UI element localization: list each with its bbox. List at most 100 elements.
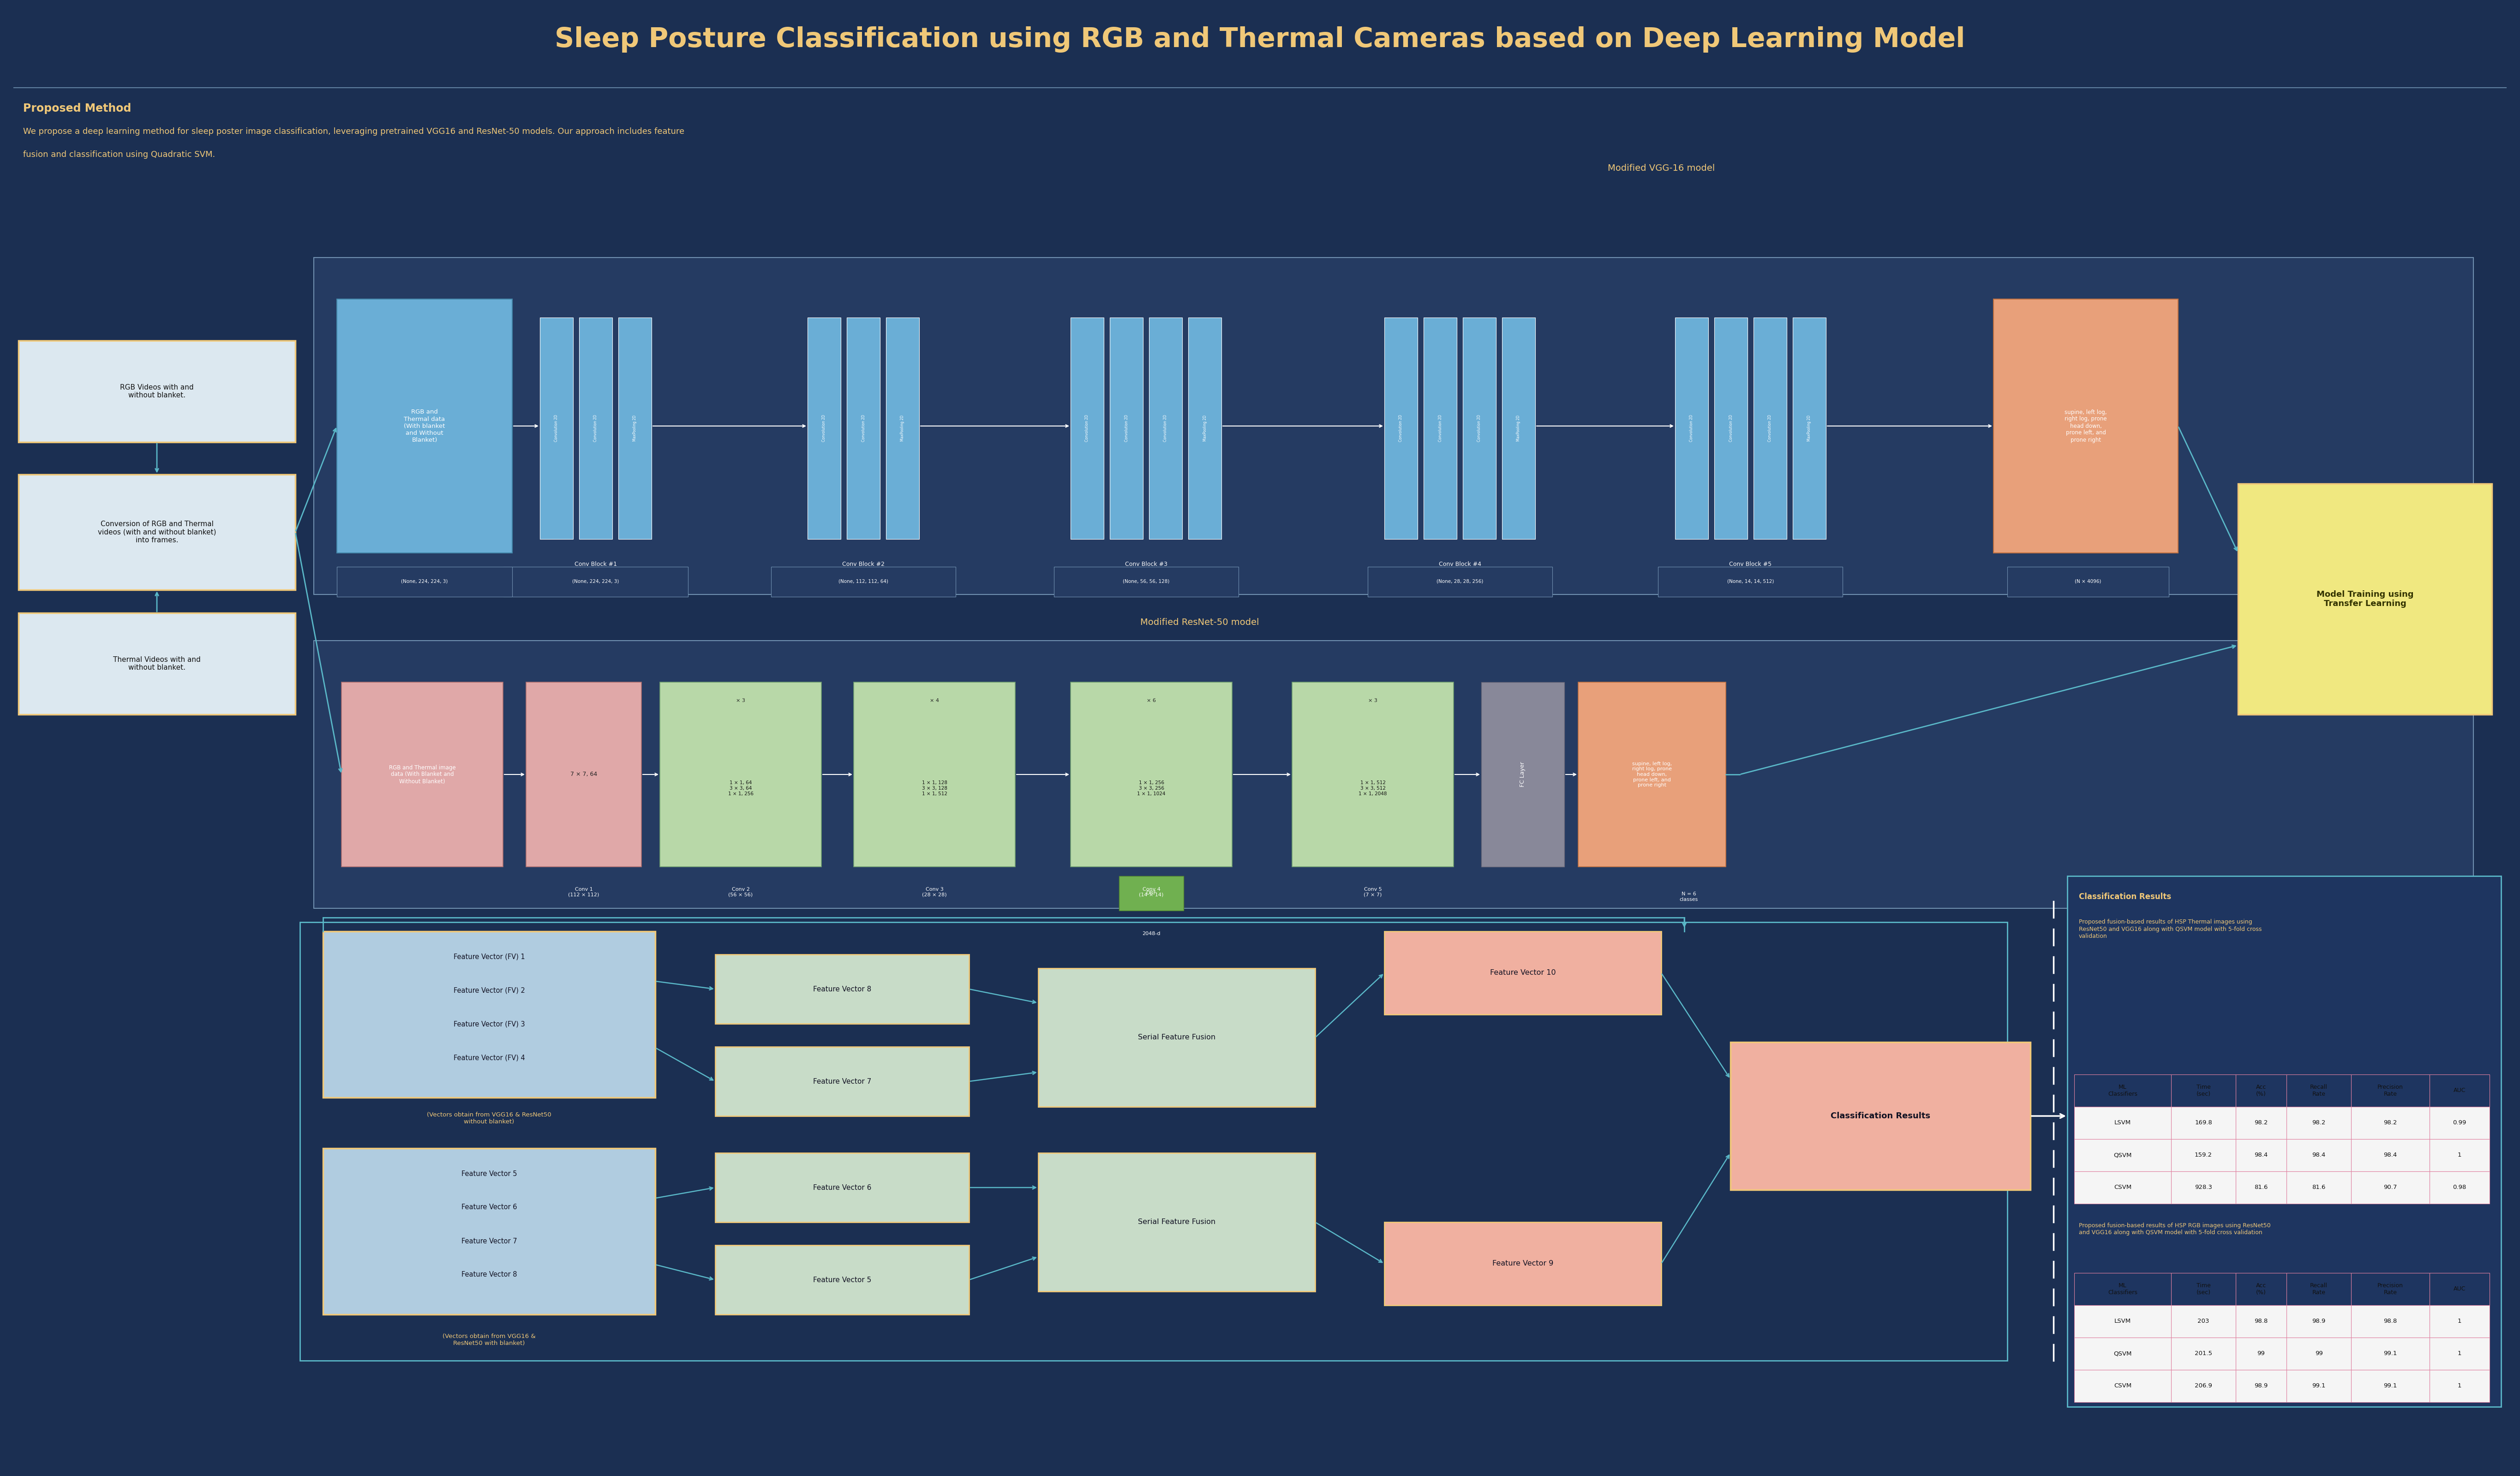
Bar	[2172, 1139, 2235, 1172]
Bar	[2235, 1305, 2286, 1337]
Bar	[716, 1153, 970, 1222]
Bar	[2429, 1139, 2490, 1172]
Bar	[315, 641, 2475, 908]
Bar	[2286, 1370, 2351, 1402]
Bar	[1578, 682, 1726, 866]
Bar	[2429, 1107, 2490, 1139]
Bar	[2429, 1272, 2490, 1305]
Bar	[2235, 1139, 2286, 1172]
Bar	[2286, 1272, 2351, 1305]
Text: Convolution 2D: Convolution 2D	[1769, 415, 1772, 441]
Text: × 3: × 3	[736, 698, 746, 703]
Text: Convolution 2D: Convolution 2D	[1086, 415, 1089, 441]
Bar	[527, 682, 643, 866]
Text: (N × 4096): (N × 4096)	[2074, 579, 2102, 584]
Text: fusion and classification using Quadratic SVM.: fusion and classification using Quadrati…	[23, 151, 214, 159]
Text: × 6: × 6	[1147, 698, 1157, 703]
Bar	[2172, 1305, 2235, 1337]
Bar	[2351, 1139, 2429, 1172]
Bar	[2235, 1370, 2286, 1402]
Text: Thermal Videos with and
without blanket.: Thermal Videos with and without blanket.	[113, 657, 202, 672]
Text: Conv 2
(56 × 56): Conv 2 (56 × 56)	[728, 887, 753, 897]
Text: 98.4: 98.4	[2255, 1153, 2268, 1159]
Text: Feature Vector 5: Feature Vector 5	[814, 1277, 872, 1283]
Text: LSVM: LSVM	[2114, 1120, 2132, 1126]
Text: Convolution 2D: Convolution 2D	[1439, 415, 1441, 441]
Bar	[2074, 1172, 2172, 1204]
Text: Conv Block #2: Conv Block #2	[842, 561, 885, 567]
Bar	[847, 317, 879, 539]
Text: 1 × 1, 128
3 × 3, 128
1 × 1, 512: 1 × 1, 128 3 × 3, 128 1 × 1, 512	[922, 781, 948, 796]
Bar	[1658, 567, 1842, 596]
Text: 99.1: 99.1	[2384, 1351, 2397, 1356]
Text: 1: 1	[2457, 1383, 2462, 1389]
Text: DRF: DRF	[1147, 892, 1157, 896]
Bar	[2429, 1337, 2490, 1370]
Bar	[2351, 1305, 2429, 1337]
Text: Feature Vector 9: Feature Vector 9	[1492, 1261, 1552, 1268]
Bar	[2172, 1172, 2235, 1204]
Bar	[2235, 1172, 2286, 1204]
Text: Proposed Method: Proposed Method	[23, 103, 131, 114]
Text: (None, 224, 224, 3): (None, 224, 224, 3)	[572, 579, 620, 584]
Text: × 4: × 4	[930, 698, 940, 703]
Bar	[1383, 931, 1661, 1014]
Bar	[2286, 1139, 2351, 1172]
Text: Conv 4
(14 × 14): Conv 4 (14 × 14)	[1139, 887, 1164, 897]
Bar	[2286, 1107, 2351, 1139]
Bar	[1792, 317, 1827, 539]
Text: 169.8: 169.8	[2195, 1120, 2213, 1126]
Text: (Vectors obtain from VGG16 & ResNet50
without blanket): (Vectors obtain from VGG16 & ResNet50 wi…	[426, 1111, 552, 1125]
Bar	[1109, 317, 1144, 539]
Bar	[2074, 1075, 2172, 1107]
Text: Feature Vector (FV) 1: Feature Vector (FV) 1	[454, 953, 524, 961]
Bar	[716, 1046, 970, 1116]
Bar	[2066, 875, 2500, 1407]
Bar	[1053, 567, 1237, 596]
Text: FC Layer: FC Layer	[1520, 762, 1525, 787]
Bar	[1071, 317, 1104, 539]
Text: MaxPooling 2D: MaxPooling 2D	[1517, 415, 1520, 441]
Bar	[1071, 682, 1232, 866]
Bar	[338, 567, 512, 596]
Text: Convolution 2D: Convolution 2D	[1477, 415, 1482, 441]
Text: Feature Vector 6: Feature Vector 6	[461, 1204, 517, 1210]
Bar	[2351, 1172, 2429, 1204]
Text: 98.4: 98.4	[2384, 1153, 2397, 1159]
Text: 99.1: 99.1	[2384, 1383, 2397, 1389]
Text: Proposed fusion-based results of HSP Thermal images using
ResNet50 and VGG16 alo: Proposed fusion-based results of HSP The…	[2079, 920, 2263, 939]
Bar	[887, 317, 920, 539]
Text: MaxPooling 2D: MaxPooling 2D	[633, 415, 638, 441]
Text: Feature Vector 8: Feature Vector 8	[461, 1271, 517, 1278]
Text: 90.7: 90.7	[2384, 1185, 2397, 1191]
Text: Conv Block #3: Conv Block #3	[1124, 561, 1167, 567]
Bar	[315, 257, 2475, 595]
Bar	[2172, 1272, 2235, 1305]
Text: Conv 5
(7 × 7): Conv 5 (7 × 7)	[1363, 887, 1381, 897]
Bar	[18, 613, 295, 714]
Bar	[1754, 317, 1787, 539]
Text: Convolution 2D: Convolution 2D	[1124, 415, 1129, 441]
Bar	[2286, 1172, 2351, 1204]
Bar	[716, 1246, 970, 1315]
Text: Convolution 2D: Convolution 2D	[862, 415, 864, 441]
Text: supine, left log,
right log, prone
head down,
prone left, and
prone right: supine, left log, right log, prone head …	[1633, 762, 1671, 788]
Text: Feature Vector 8: Feature Vector 8	[814, 986, 872, 992]
Text: MaxPooling 2D: MaxPooling 2D	[1202, 415, 1207, 441]
Text: AUC: AUC	[2454, 1088, 2465, 1094]
Text: 98.2: 98.2	[2311, 1120, 2326, 1126]
Bar	[2074, 1139, 2172, 1172]
Text: 99.1: 99.1	[2311, 1383, 2326, 1389]
Text: Feature Vector (FV) 3: Feature Vector (FV) 3	[454, 1021, 524, 1027]
Bar	[2235, 1075, 2286, 1107]
Text: Modified VGG-16 model: Modified VGG-16 model	[1608, 164, 1714, 173]
Text: 98.9: 98.9	[2311, 1318, 2326, 1324]
Text: Convolution 2D: Convolution 2D	[822, 415, 827, 441]
Bar	[2235, 1272, 2286, 1305]
Bar	[504, 567, 688, 596]
Text: (Vectors obtain from VGG16 &
ResNet50 with blanket): (Vectors obtain from VGG16 & ResNet50 wi…	[444, 1333, 537, 1346]
Bar	[1462, 317, 1497, 539]
Bar	[2429, 1305, 2490, 1337]
Text: Convolution 2D: Convolution 2D	[1399, 415, 1404, 441]
Bar	[2351, 1272, 2429, 1305]
